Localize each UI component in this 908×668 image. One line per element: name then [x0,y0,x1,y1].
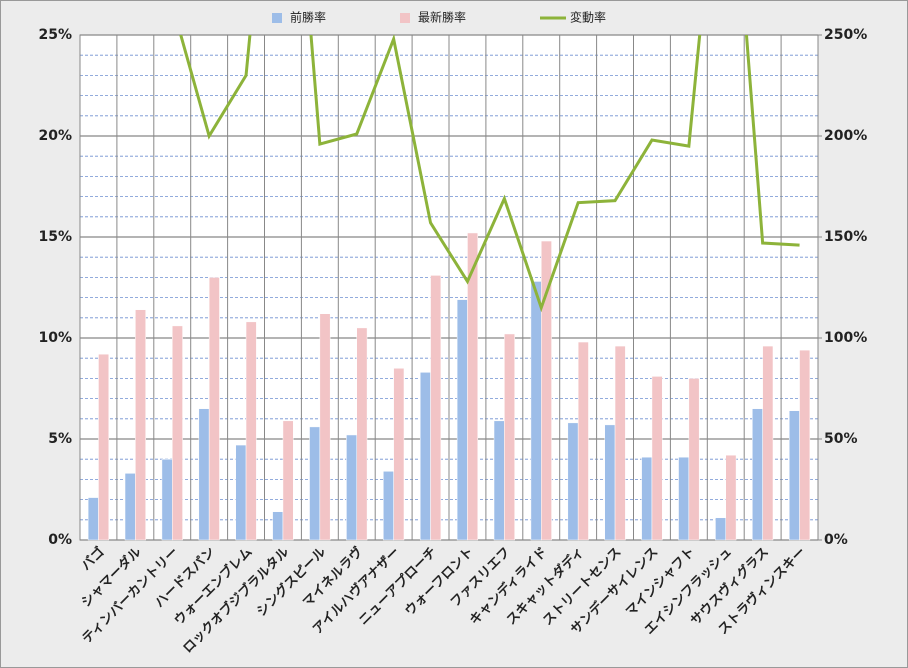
y2-tick-label: 100% [824,330,867,346]
y-tick-label: 25% [38,27,72,43]
bar [799,349,811,541]
y-tick-label: 5% [48,431,72,447]
bar [272,511,284,541]
bar [541,240,552,541]
bar [393,368,405,541]
legend-label: 最新勝率 [418,10,466,25]
bar [161,458,173,541]
y2-tick-label: 150% [824,229,867,245]
legend-swatch [400,13,410,23]
line-layer [179,35,800,313]
y2-tick-label: 250% [824,27,867,43]
bar [87,497,99,541]
legend-label: 前勝率 [290,10,326,25]
y-tick-label: 0% [48,532,72,548]
bar [688,378,700,541]
bar [678,456,690,541]
bar [383,471,394,541]
bar [172,325,183,541]
bar [604,424,616,541]
legend-label: 変動率 [570,10,606,25]
y-tick-label: 10% [38,330,72,346]
bar [319,313,331,541]
bar [641,456,653,541]
line-series [179,35,800,313]
bar [198,408,210,541]
y2-tick-label: 200% [824,128,867,144]
bar [419,372,431,541]
y2-tick-label: 50% [824,431,858,447]
bar [135,309,146,541]
bar [614,345,626,541]
bar [309,426,321,541]
bar [788,410,800,541]
bar [456,299,468,541]
bar [245,321,257,541]
bar [356,327,368,541]
bar [567,422,579,541]
bar [577,341,589,541]
bar [651,376,663,541]
bar [493,420,505,541]
bar [504,333,515,541]
bar [235,444,247,541]
plot-border [79,34,819,541]
bar [467,232,479,541]
bar [752,408,763,541]
bar [124,473,136,541]
y-tick-label: 20% [38,128,72,144]
bar [530,281,542,541]
bar [98,353,110,541]
bar [208,277,220,541]
y-tick-label: 15% [38,229,72,245]
y2-tick-label: 0% [824,532,848,548]
bar [725,454,737,541]
bar [715,517,727,541]
bar [282,420,294,541]
legend-swatch [272,13,282,23]
bar [430,275,442,541]
bar [762,345,774,541]
bar [346,434,357,541]
